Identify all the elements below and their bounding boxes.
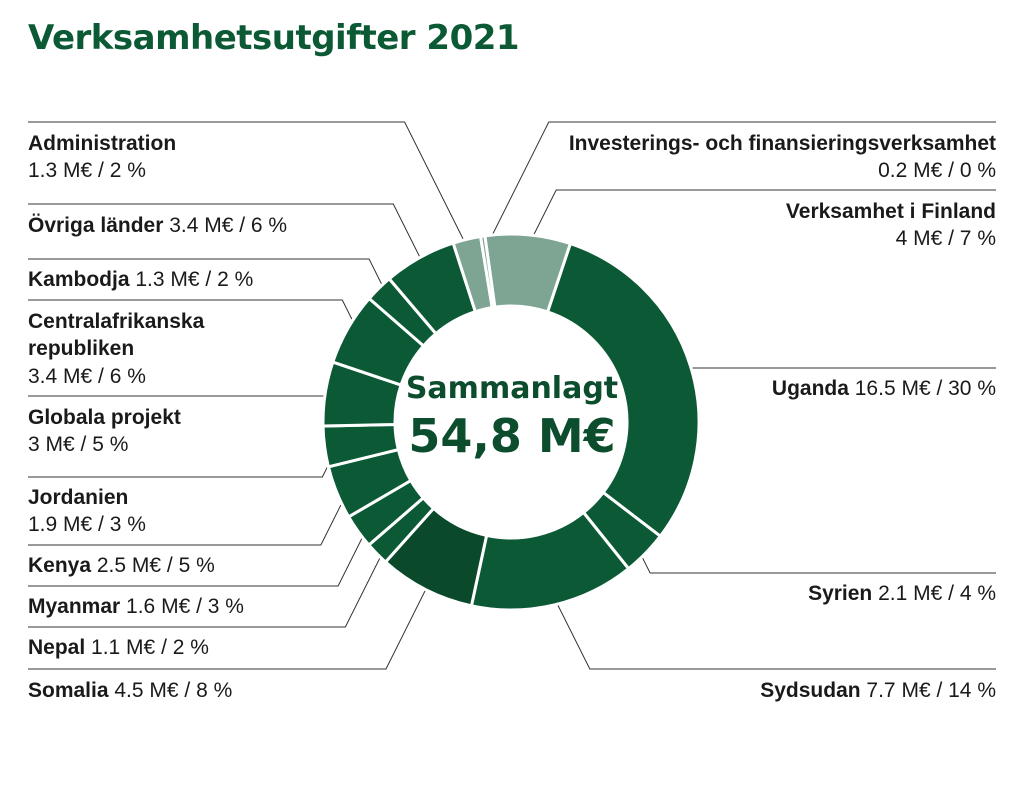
label-jordanien: 1.9 M€ / 3 % [28, 513, 146, 536]
slice-labels: Verksamhet i Finland 4 M€ / 7 % Uganda 16.… [28, 132, 996, 702]
label-syrien: Syrien 2.1 M€ / 4 % [808, 582, 996, 605]
leader-line-ovriga-lander [28, 203, 427, 271]
label-ovriga-lander: Övriga länder 3.4 M€ / 6 % [28, 214, 287, 237]
label-nepal: Nepal 1.1 M€ / 2 % [28, 636, 209, 659]
label-verksamhet-i-finland: 4 M€ / 7 % [896, 227, 996, 250]
center-total: 54,8 M€ [408, 409, 615, 463]
leader-line-nepal [28, 543, 388, 628]
label-jordanien: Jordanien [28, 486, 128, 509]
slice-uganda [545, 241, 701, 539]
leader-line-sydsudan [550, 591, 996, 670]
label-investerings-och-finansieringsverksamhet: Investerings- och finansieringsverksamhe… [569, 132, 996, 155]
label-kenya: Kenya 2.5 M€ / 5 % [28, 554, 215, 577]
leader-line-kenya [28, 487, 351, 546]
leader-line-investerings-och-finansieringsverksamhet [484, 121, 996, 251]
label-verksamhet-i-finland: Verksamhet i Finland [786, 200, 996, 223]
leader-line-somalia [28, 576, 433, 670]
leader-line-myanmar [28, 523, 370, 587]
label-globala-projekt: Globala projekt [28, 406, 181, 429]
slice-investerings-och-finansieringsverksamhet [478, 234, 497, 310]
label-uganda: Uganda 16.5 M€ / 30 % [772, 377, 996, 400]
leader-line-syrien [634, 543, 996, 574]
leader-line-verksamhet-i-finland [526, 189, 996, 249]
label-centralafrikanska-republiken: Centralafrikanska [28, 310, 205, 333]
label-investerings-och-finansieringsverksamhet: 0.2 M€ / 0 % [878, 159, 996, 182]
leader-line-uganda [677, 367, 996, 372]
chart-title: Verksamhetsutgifter 2021 [28, 18, 520, 58]
leader-line-administration [28, 121, 471, 254]
label-sydsudan: Sydsudan 7.7 M€ / 14 % [760, 679, 996, 702]
label-globala-projekt: 3 M€ / 5 % [28, 433, 128, 456]
center-label: Sammanlagt [406, 371, 618, 406]
label-somalia: Somalia 4.5 M€ / 8 % [28, 679, 232, 702]
donut-slices [321, 232, 701, 612]
label-kambodja: Kambodja 1.3 M€ / 2 % [28, 268, 253, 291]
label-myanmar: Myanmar 1.6 M€ / 3 % [28, 595, 244, 618]
label-centralafrikanska-republiken: republiken [28, 337, 134, 360]
label-administration: Administration [28, 132, 176, 155]
label-administration: 1.3 M€ / 2 % [28, 159, 146, 182]
label-centralafrikanska-republiken: 3.4 M€ / 6 % [28, 365, 146, 388]
